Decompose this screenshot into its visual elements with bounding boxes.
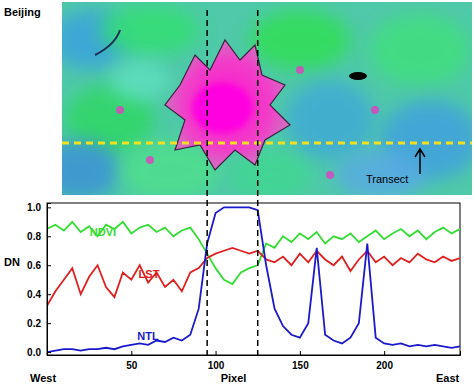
series-label: NTL [137,330,159,342]
y-tick-label: 0.4 [27,289,41,300]
x-tick: 150 [292,351,309,371]
series-label: NDVI [90,226,116,238]
land-cover [100,5,200,55]
y-tick-label: 0.0 [27,347,41,358]
urban-core [192,83,252,133]
land-cover [110,60,170,100]
satellite-image [62,2,472,195]
x-tick-mark [300,351,301,355]
x-tick-label: 150 [292,360,309,371]
plot-frame [47,203,460,355]
y-axis-line [48,204,52,356]
x-axis: 50 100 150 200 [48,351,461,371]
y-tick-label: 0.6 [27,260,41,271]
ridge [95,30,120,55]
y-tick: 0.8 [27,231,51,242]
y-tick: 0.6 [27,260,51,271]
town [326,171,334,179]
image-label: Beijing [4,6,41,18]
transect-line [62,142,472,145]
series-line [47,248,460,306]
y-axis-title: DN [4,256,20,268]
y-tick-mark [47,352,51,353]
land-cover [285,80,375,160]
y-tick: 0.0 [27,347,51,358]
x-tick-label: 100 [208,360,225,371]
y-tick-label: 1.0 [27,202,41,213]
x-tick-mark [216,351,217,355]
series-label: LST [139,268,160,280]
direction-label: East [436,372,460,384]
y-tick-mark [47,323,51,324]
x-tick-mark [384,351,385,355]
town [146,156,154,164]
y-tick-mark [47,207,51,208]
plot-lines [47,207,460,352]
town [371,106,379,114]
y-axis: 0.0 0.2 0.4 0.6 0.8 1.0 [27,202,51,358]
x-tick: 50 [126,351,138,371]
x-axis-line [48,351,461,356]
x-tick: 200 [376,351,393,371]
divider-line [206,10,208,355]
water-body [349,72,367,80]
town [116,106,124,114]
x-tick-label: 200 [376,360,393,371]
series-line [47,207,460,352]
x-tick-mark [131,351,132,355]
x-axis-title: Pixel [221,372,247,384]
y-tick: 0.2 [27,318,51,329]
y-tick-mark [47,236,51,237]
x-tick: 100 [208,351,225,371]
land-cover [370,15,470,85]
land-cover [230,150,310,195]
land-cover [62,140,120,195]
land-cover [335,150,425,195]
figure: BeijingTransectNDVILSTNTL501001502000.00… [0,0,474,391]
divider-line [257,10,259,355]
y-tick-label: 0.8 [27,231,41,242]
transect-label: Transect [366,173,408,185]
y-tick-mark [47,265,51,266]
y-tick: 0.4 [27,289,51,300]
direction-label: West [30,372,56,384]
land-cover [250,10,350,70]
urban-area [165,40,290,170]
y-tick-mark [47,294,51,295]
x-tick-label: 50 [126,360,138,371]
town [296,66,304,74]
y-tick-label: 0.2 [27,318,41,329]
y-tick: 1.0 [27,202,51,213]
transect-arrow [415,149,425,174]
